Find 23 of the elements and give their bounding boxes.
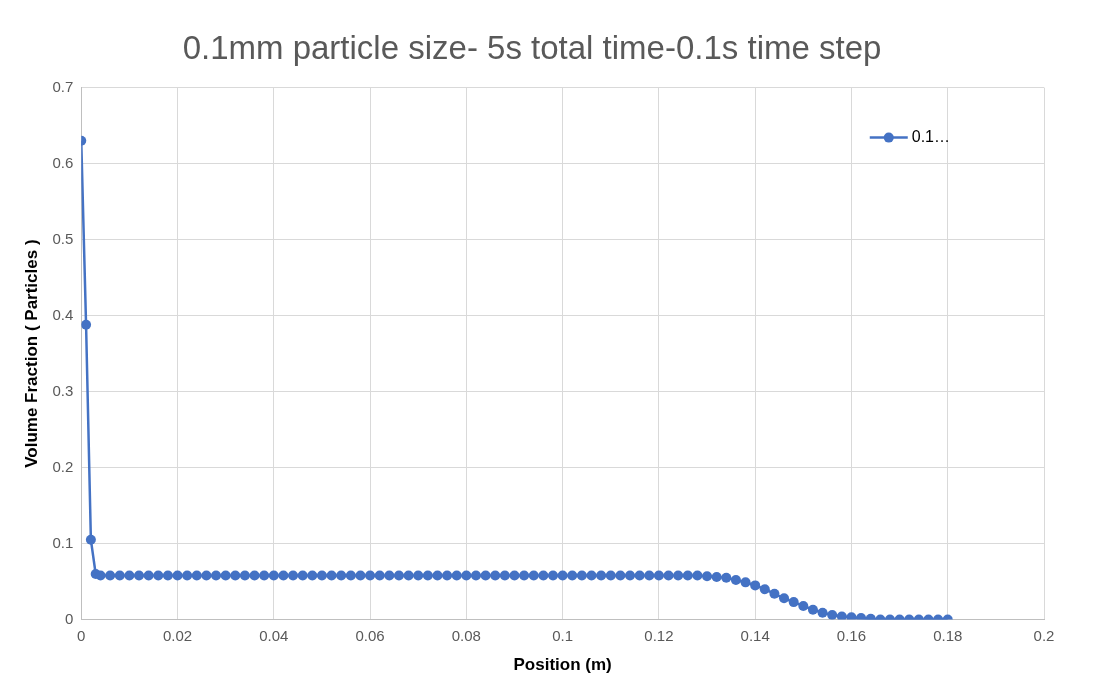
x-tick-label: 0.08 bbox=[451, 626, 481, 644]
x-tick-label: 0.16 bbox=[836, 626, 867, 644]
legend-label: 0.1… bbox=[911, 128, 951, 146]
x-tick-label: 0.18 bbox=[933, 626, 963, 644]
y-axis-title: Volume Fraction ( Particles ) bbox=[21, 239, 41, 468]
y-tick-label: 0.4 bbox=[52, 305, 74, 323]
x-tick-label: 0.14 bbox=[740, 626, 770, 644]
x-tick-label: 0.2 bbox=[1033, 626, 1055, 644]
y-tick-label: 0 bbox=[64, 609, 74, 627]
y-tick-label: 0.5 bbox=[52, 229, 74, 247]
x-tick-label: 0.04 bbox=[259, 626, 289, 644]
chart-title: 0.1mm particle size- 5s total time-0.1s time step bbox=[182, 28, 882, 66]
x-axis-title: Position (m) bbox=[513, 655, 612, 675]
y-tick-label: 0.7 bbox=[52, 77, 74, 95]
x-tick-label: 0 bbox=[77, 626, 86, 644]
y-tick-label: 0.1 bbox=[52, 533, 74, 551]
y-tick-label: 0.3 bbox=[52, 381, 74, 399]
x-tick-label: 0.1 bbox=[552, 626, 574, 644]
x-tick-label: 0.06 bbox=[355, 626, 385, 644]
y-tick-label: 0.2 bbox=[52, 457, 74, 475]
x-tick-label: 0.12 bbox=[644, 626, 674, 644]
y-tick-label: 0.6 bbox=[52, 153, 74, 171]
x-tick-label: 0.02 bbox=[162, 626, 193, 644]
